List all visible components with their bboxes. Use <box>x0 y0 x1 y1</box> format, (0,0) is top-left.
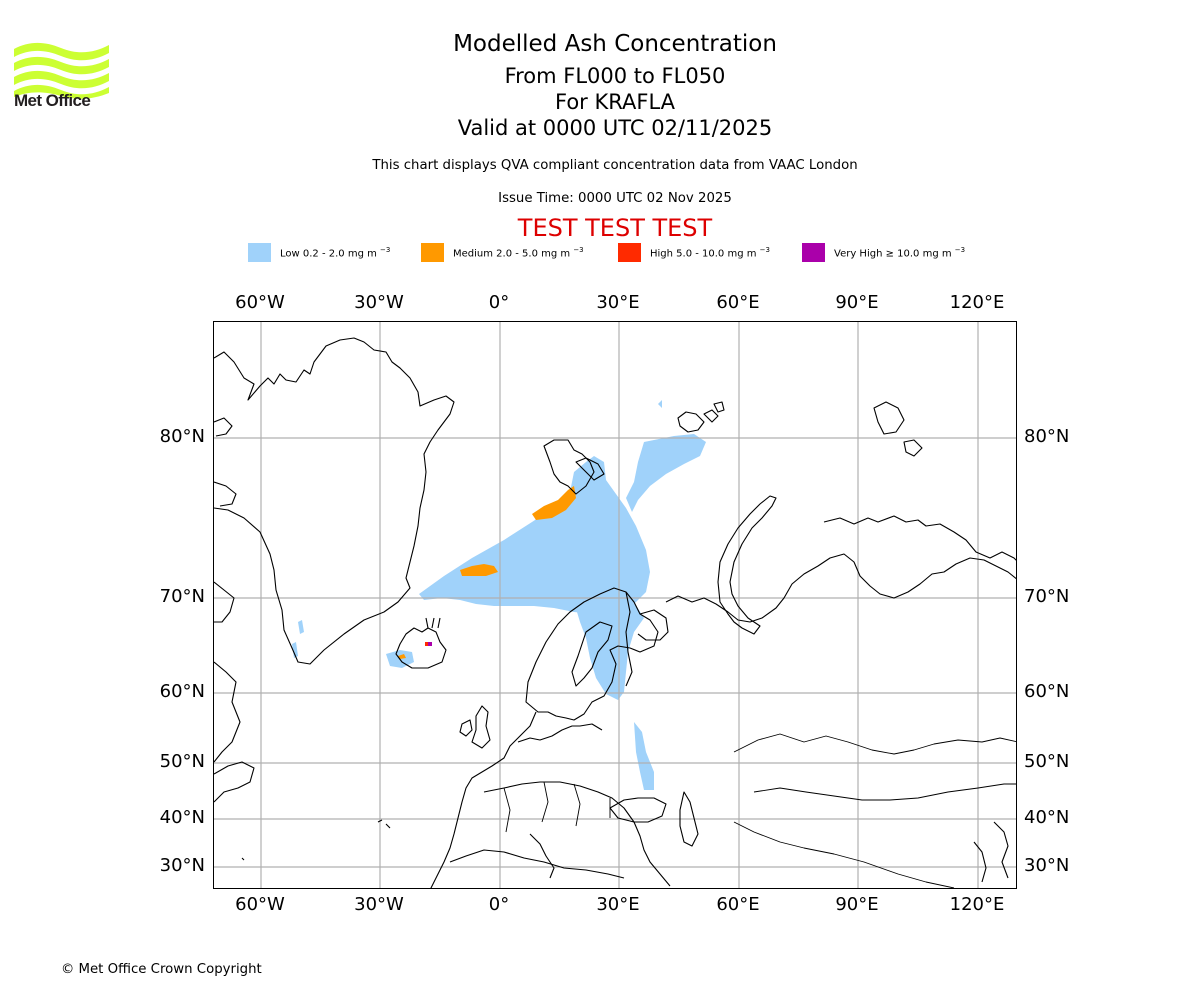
lon-label-top: 60°W <box>235 292 285 313</box>
lat-label-right: 70°N <box>1024 586 1070 607</box>
lon-label-bottom: 30°E <box>596 894 640 915</box>
logo-text: Met Office <box>14 91 91 110</box>
test-banner: TEST TEST TEST <box>517 214 713 242</box>
valid-time: Valid at 0000 UTC 02/11/2025 <box>457 116 773 140</box>
legend-item-low: Low 0.2 - 2.0 mg m −3 <box>248 243 390 262</box>
ash-low-region <box>292 400 706 790</box>
ash-high-region <box>425 642 428 646</box>
lon-label-top: 30°E <box>596 292 640 313</box>
coastlines <box>214 337 1016 888</box>
legend-item-very-high: Very High ≥ 10.0 mg m −3 <box>802 243 965 262</box>
lat-label-right: 40°N <box>1024 807 1070 828</box>
lat-label-right: 30°N <box>1024 855 1070 876</box>
copyright: © Met Office Crown Copyright <box>61 962 262 977</box>
lat-label-right: 50°N <box>1024 751 1070 772</box>
graticule <box>214 322 1016 888</box>
legend-item-high: High 5.0 - 10.0 mg m −3 <box>618 243 770 262</box>
lat-label-right: 80°N <box>1024 426 1070 447</box>
map-canvas <box>214 322 1016 888</box>
lat-label-left: 60°N <box>159 681 205 702</box>
lon-label-bottom: 0° <box>488 894 510 915</box>
description: This chart displays QVA compliant concen… <box>372 158 858 173</box>
lon-label-bottom: 120°E <box>949 894 1005 915</box>
lon-label-top: 0° <box>488 292 510 313</box>
lat-label-left: 50°N <box>159 751 205 772</box>
legend-swatch-very-high <box>802 243 825 262</box>
legend-swatch-medium <box>421 243 444 262</box>
lon-label-bottom: 60°W <box>235 894 285 915</box>
legend-swatch-high <box>618 243 641 262</box>
volcano-name: For KRAFLA <box>555 90 675 114</box>
lon-label-bottom: 30°W <box>354 894 404 915</box>
issue-time: Issue Time: 0000 UTC 02 Nov 2025 <box>498 191 732 206</box>
flight-levels: From FL000 to FL050 <box>504 64 726 88</box>
ash-medium-region <box>398 486 576 659</box>
chart-title: Modelled Ash Concentration <box>453 31 777 57</box>
lat-label-left: 40°N <box>159 807 205 828</box>
lon-label-top: 90°E <box>835 292 879 313</box>
lon-label-top: 30°W <box>354 292 404 313</box>
met-office-logo-icon <box>14 42 109 99</box>
lat-label-right: 60°N <box>1024 681 1070 702</box>
lon-label-bottom: 60°E <box>716 894 760 915</box>
ash-concentration-map[interactable] <box>213 321 1017 889</box>
lat-label-left: 70°N <box>159 586 205 607</box>
lat-label-left: 30°N <box>159 855 205 876</box>
lon-label-top: 120°E <box>949 292 1005 313</box>
ash-very-high-source <box>428 642 432 646</box>
legend-swatch-low <box>248 243 271 262</box>
lon-label-top: 60°E <box>716 292 760 313</box>
legend-item-medium: Medium 2.0 - 5.0 mg m −3 <box>421 243 584 262</box>
lon-label-bottom: 90°E <box>835 894 879 915</box>
lat-label-left: 80°N <box>159 426 205 447</box>
